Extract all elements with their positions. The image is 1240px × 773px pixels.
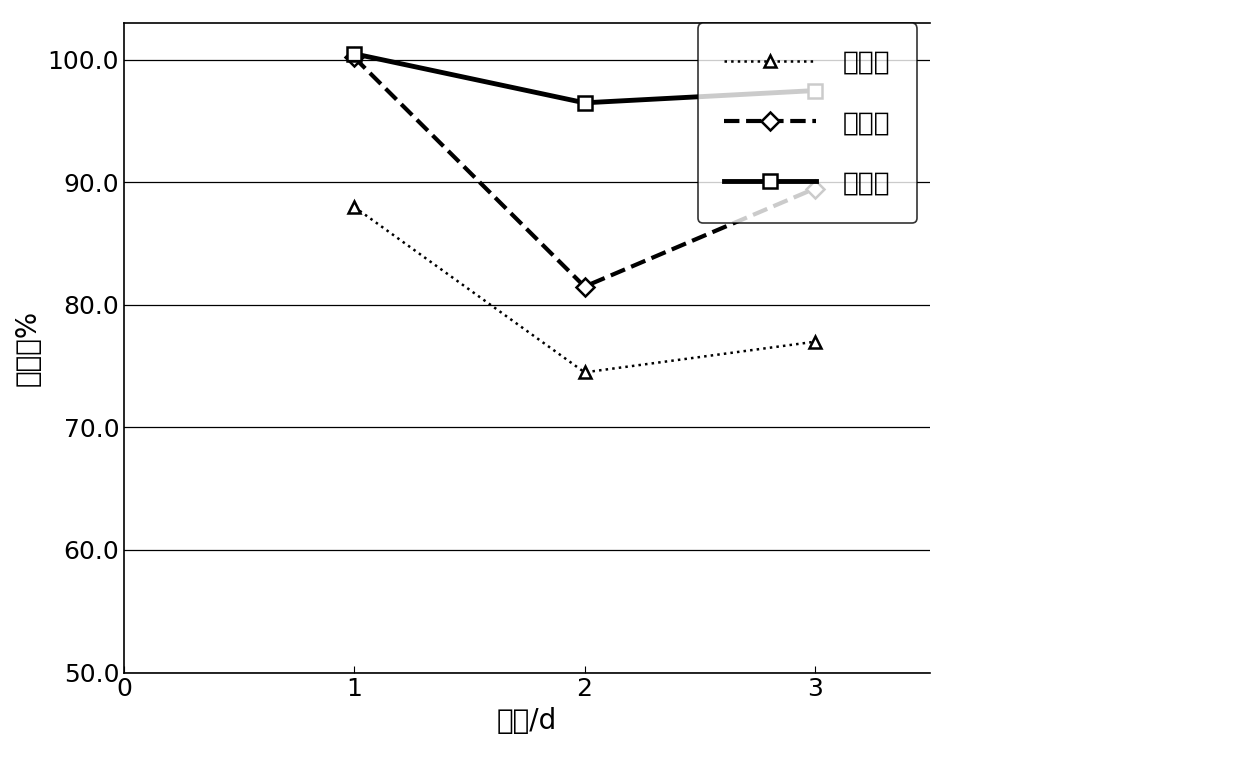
X-axis label: 时间/d: 时间/d — [497, 707, 557, 735]
Legend: 速灭威, 克百威, 抗蚶威: 速灭威, 克百威, 抗蚶威 — [698, 23, 916, 223]
Y-axis label: 降解率%: 降解率% — [14, 310, 42, 386]
